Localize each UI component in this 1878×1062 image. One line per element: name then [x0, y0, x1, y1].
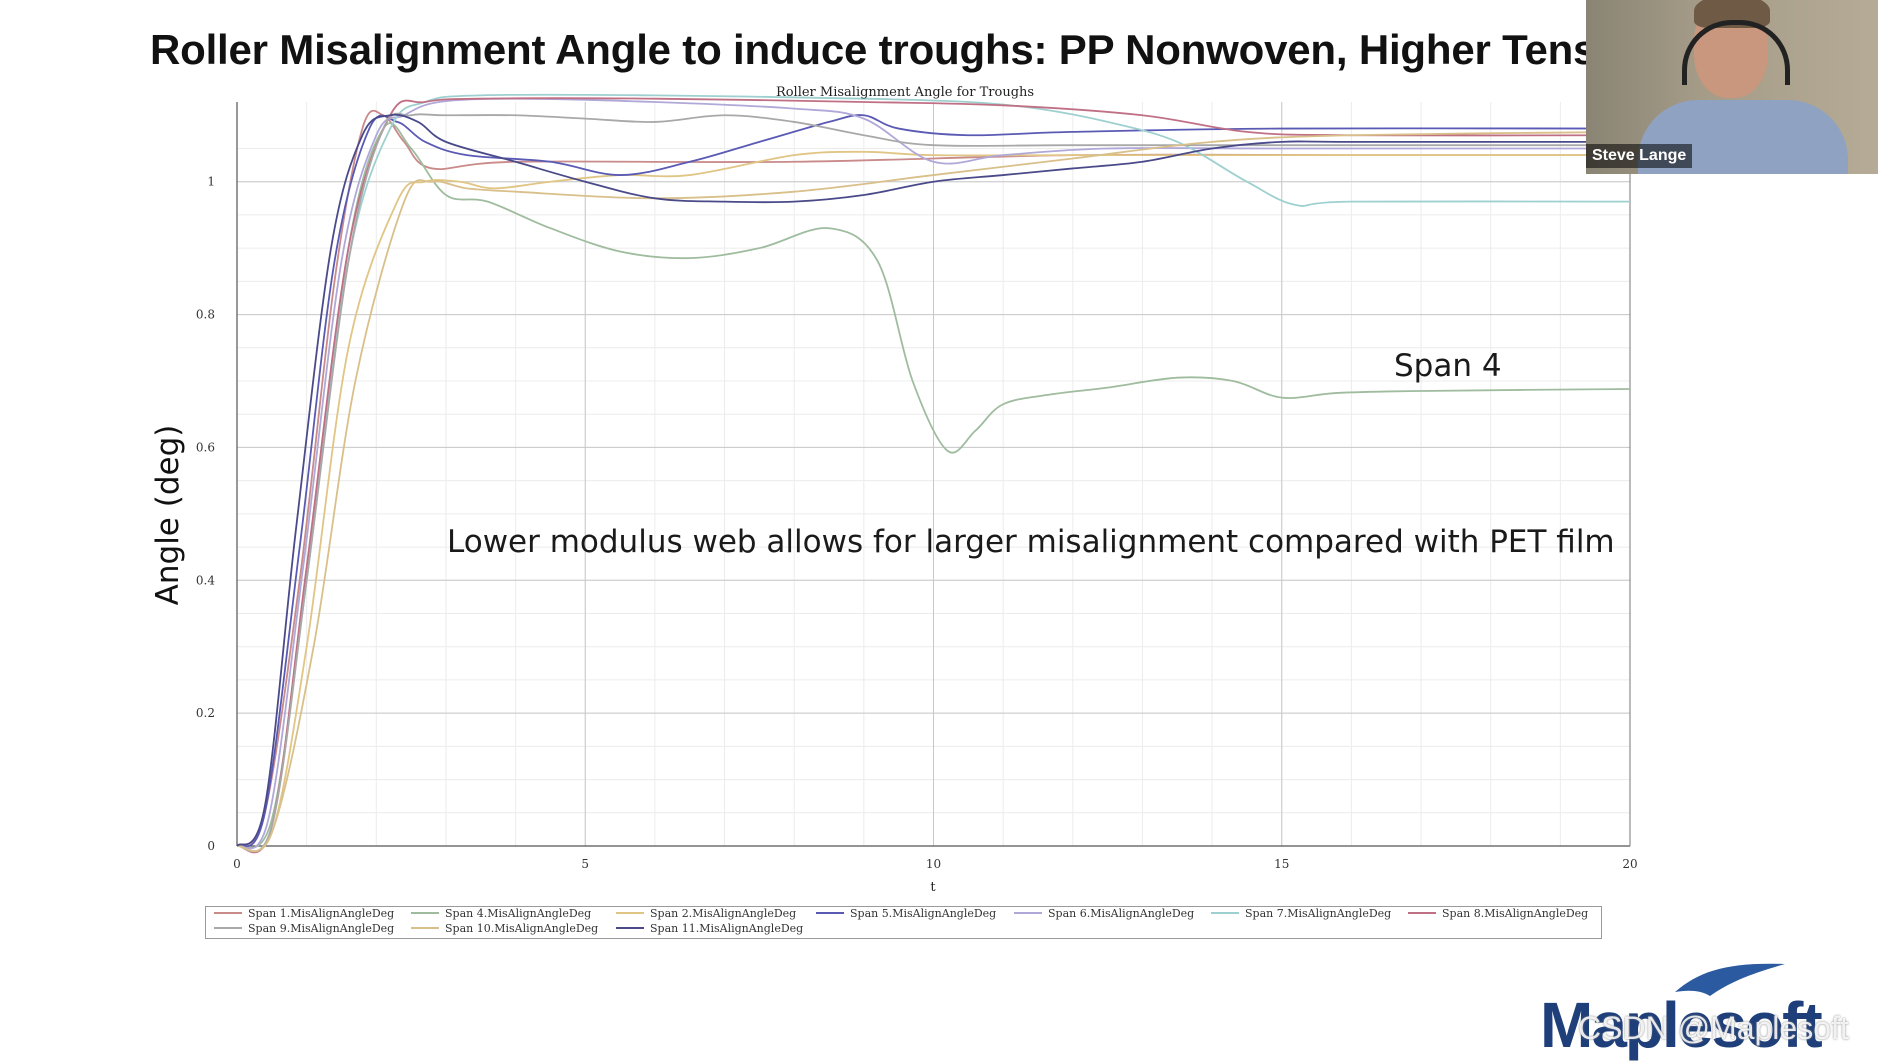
slide-title: Roller Misalignment Angle to induce trou… — [150, 26, 1597, 73]
x-tick-label: 10 — [926, 857, 941, 871]
series-line-span-11 — [236, 113, 1630, 847]
legend-label-span-8: Span 8.MisAlignAngleDeg — [1442, 907, 1588, 920]
y-tick-label: 0.2 — [196, 706, 215, 720]
legend-label-span-11: Span 11.MisAlignAngleDeg — [650, 922, 803, 935]
y-axis-label: Angle (deg) — [150, 424, 186, 606]
x-tick-label: 15 — [1274, 857, 1289, 871]
y-tick-label: 0.6 — [196, 440, 215, 454]
legend: Span 1.MisAlignAngleDeg Span 4.MisAlignAn… — [205, 906, 1602, 939]
legend-label-span-10: Span 10.MisAlignAngleDeg — [445, 922, 598, 935]
x-tick-label: 5 — [581, 857, 589, 871]
chart-note: Lower modulus web allows for larger misa… — [447, 524, 1615, 560]
x-tick-label: 0 — [233, 857, 241, 871]
legend-label-span-9: Span 9.MisAlignAngleDeg — [248, 922, 394, 935]
video-tile: Steve Lange — [1586, 0, 1878, 174]
x-tick-label: 20 — [1622, 857, 1637, 871]
y-tick-label: 0.4 — [196, 573, 215, 587]
presenter-name-tag: Steve Lange — [1586, 144, 1693, 168]
watermark: CSDN @Maplesoft — [1578, 1010, 1849, 1046]
legend-entries: Span 1.MisAlignAngleDeg Span 4.MisAlignAn… — [214, 907, 1588, 935]
x-axis-label: t — [930, 880, 936, 895]
legend-label-span-1: Span 1.MisAlignAngleDeg — [248, 907, 394, 920]
axes: 0 5 10 15 20 0 0.2 0.4 0.6 0.8 1 — [196, 102, 1638, 871]
legend-label-span-7: Span 7.MisAlignAngleDeg — [1245, 907, 1391, 920]
series-lines — [236, 93, 1631, 854]
y-tick-label: 0 — [207, 839, 215, 853]
grid — [236, 102, 1631, 847]
maplesoft-leaf-icon — [1675, 963, 1785, 996]
legend-label-span-2: Span 2.MisAlignAngleDeg — [650, 907, 796, 920]
legend-label-span-4: Span 4.MisAlignAngleDeg — [445, 907, 591, 920]
y-tick-label: 1 — [207, 175, 215, 189]
maplesoft-logo: Maplesoft — [1540, 989, 1823, 1061]
series-line-span-10 — [236, 130, 1631, 853]
chart-title: Roller Misalignment Angle for Troughs — [776, 85, 1034, 100]
y-tick-label: 0.8 — [196, 308, 215, 322]
series-line-span-6 — [236, 97, 1630, 850]
series-line-span-8 — [236, 97, 1631, 854]
series-line-span-5 — [236, 114, 1631, 848]
span-4-annotation: Span 4 — [1394, 348, 1502, 384]
series-line-span-9 — [236, 112, 1630, 853]
legend-label-span-6: Span 6.MisAlignAngleDeg — [1048, 907, 1194, 920]
legend-label-span-5: Span 5.MisAlignAngleDeg — [850, 907, 996, 920]
